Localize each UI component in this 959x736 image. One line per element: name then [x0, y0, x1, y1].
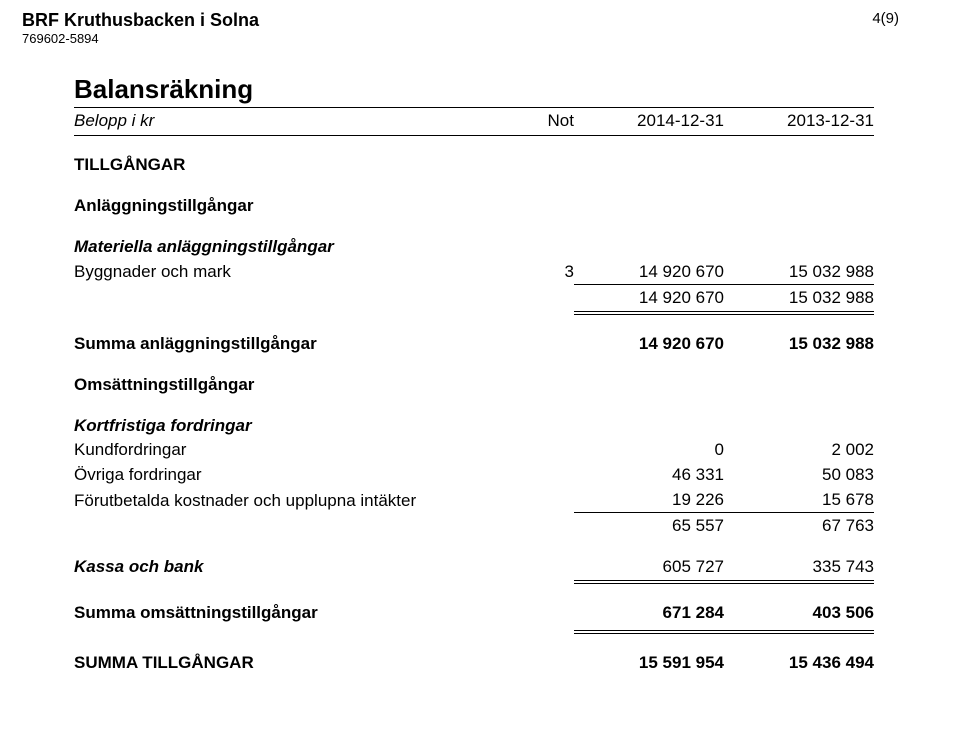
sum-fixed-label: Summa anläggningstillgångar — [74, 314, 514, 355]
row-val-a: 0 — [574, 437, 724, 462]
grand-total-label: SUMMA TILLGÅNGAR — [74, 634, 514, 675]
report-title: Balansräkning — [74, 74, 874, 105]
row-label: Övriga fordringar — [74, 462, 514, 487]
table-header-row: Belopp i kr Not 2014-12-31 2013-12-31 — [74, 108, 874, 136]
sum-fixed-b: 15 032 988 — [724, 314, 874, 355]
col-header-a: 2014-12-31 — [574, 108, 724, 136]
row-cash-label: Kassa och bank — [74, 538, 514, 579]
row-val-b: 15 678 — [724, 487, 874, 512]
table-row: Förutbetalda kostnader och upplupna intä… — [74, 487, 874, 512]
subhead-fixed: Anläggningstillgångar — [74, 177, 874, 218]
grand-total: SUMMA TILLGÅNGAR 15 591 954 15 436 494 — [74, 634, 874, 675]
sum-current-a: 671 284 — [574, 584, 724, 625]
subhead-current-label: Omsättningstillgångar — [74, 356, 874, 397]
org-id: 769602-5894 — [22, 31, 259, 46]
col-header-not: Not — [514, 108, 574, 136]
table-row: Övriga fordringar 46 331 50 083 — [74, 462, 874, 487]
grand-total-b: 15 436 494 — [724, 634, 874, 675]
page-header: BRF Kruthusbacken i Solna 769602-5894 4(… — [22, 10, 899, 46]
subtotal-row: 14 920 670 15 032 988 — [74, 284, 874, 309]
row-label: Förutbetalda kostnader och upplupna intä… — [74, 487, 514, 512]
row-val-a: 19 226 — [574, 487, 724, 512]
subtotal-b: 67 763 — [724, 513, 874, 538]
row-cash: Kassa och bank 605 727 335 743 — [74, 538, 874, 579]
subtotal-a: 14 920 670 — [574, 284, 724, 309]
org-block: BRF Kruthusbacken i Solna 769602-5894 — [22, 10, 259, 46]
col-header-b: 2013-12-31 — [724, 108, 874, 136]
sum-current-label: Summa omsättningstillgångar — [74, 584, 514, 625]
subtotal-row: 65 557 67 763 — [74, 513, 874, 538]
subtotal-a: 65 557 — [574, 513, 724, 538]
page-number: 4(9) — [872, 10, 899, 27]
row-cash-b: 335 743 — [724, 538, 874, 579]
sum-current: Summa omsättningstillgångar 671 284 403 … — [74, 584, 874, 625]
row-val-b: 15 032 988 — [724, 259, 874, 284]
row-val-a: 14 920 670 — [574, 259, 724, 284]
subhead-tangible-label: Materiella anläggningstillgångar — [74, 218, 874, 259]
row-val-b: 50 083 — [724, 462, 874, 487]
page: BRF Kruthusbacken i Solna 769602-5894 4(… — [0, 0, 959, 736]
row-val-b: 2 002 — [724, 437, 874, 462]
subhead-receivables-label: Kortfristiga fordringar — [74, 397, 874, 438]
row-note: 3 — [514, 259, 574, 284]
sum-fixed-a: 14 920 670 — [574, 314, 724, 355]
balance-table: Belopp i kr Not 2014-12-31 2013-12-31 TI… — [74, 107, 874, 675]
subtotal-b: 15 032 988 — [724, 284, 874, 309]
col-header-label: Belopp i kr — [74, 108, 514, 136]
row-label: Kundfordringar — [74, 437, 514, 462]
sum-fixed: Summa anläggningstillgångar 14 920 670 1… — [74, 314, 874, 355]
subhead-current: Omsättningstillgångar — [74, 356, 874, 397]
content: Balansräkning Belopp i kr Not 2014-12-31… — [74, 74, 874, 675]
subhead-tangible: Materiella anläggningstillgångar — [74, 218, 874, 259]
table-row: Kundfordringar 0 2 002 — [74, 437, 874, 462]
org-name: BRF Kruthusbacken i Solna — [22, 10, 259, 31]
row-label: Byggnader och mark — [74, 259, 514, 284]
sum-current-b: 403 506 — [724, 584, 874, 625]
section-assets: TILLGÅNGAR — [74, 135, 874, 176]
row-val-a: 46 331 — [574, 462, 724, 487]
table-row: Byggnader och mark 3 14 920 670 15 032 9… — [74, 259, 874, 284]
grand-total-a: 15 591 954 — [574, 634, 724, 675]
subhead-receivables: Kortfristiga fordringar — [74, 397, 874, 438]
row-cash-a: 605 727 — [574, 538, 724, 579]
section-assets-label: TILLGÅNGAR — [74, 135, 874, 176]
subhead-fixed-label: Anläggningstillgångar — [74, 177, 874, 218]
